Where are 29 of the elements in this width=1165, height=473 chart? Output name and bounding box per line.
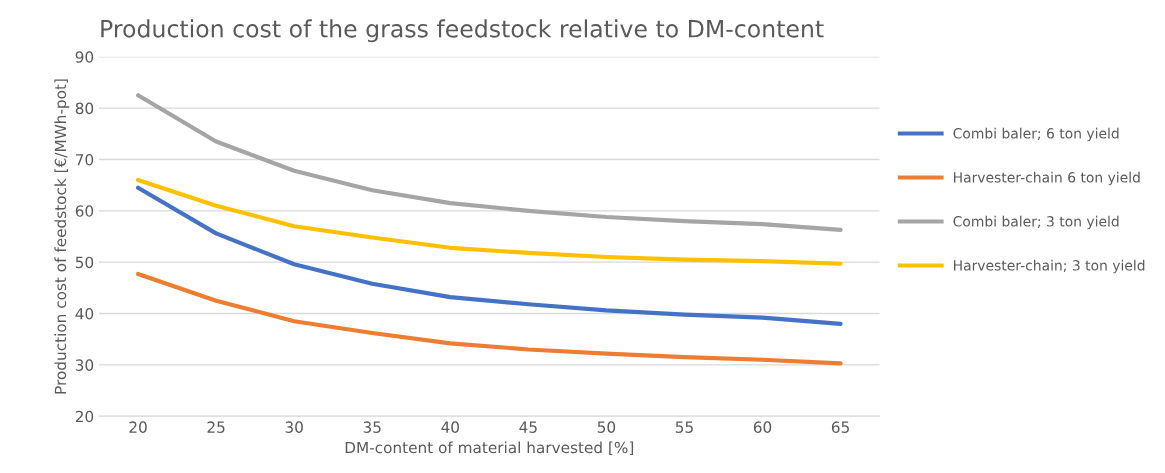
x-tick-label: 55 <box>675 421 693 433</box>
y-tick-label: 30 <box>75 359 94 371</box>
legend-label: Harvester-chain; 3 ton yield <box>954 259 1145 274</box>
y-axis-title: Production cost of feedstock [€/MWh-pot] <box>54 79 70 394</box>
y-tick-label: 70 <box>75 153 94 166</box>
x-tick-label: 25 <box>207 421 225 433</box>
y-tick-label: 80 <box>75 102 94 115</box>
x-tick-label: 40 <box>441 421 459 433</box>
x-tick-label: 50 <box>597 421 616 433</box>
legend-label: Harvester-chain 6 ton yield <box>954 171 1140 186</box>
line-series <box>135 271 843 366</box>
x-tick-label: 20 <box>129 421 147 433</box>
line-series <box>135 185 843 326</box>
y-tick-label: 50 <box>75 256 94 269</box>
x-tick-label: 30 <box>285 421 303 433</box>
y-tick-label: 90 <box>75 51 94 63</box>
line-series <box>135 93 843 232</box>
y-tick-label: 40 <box>75 308 94 320</box>
y-tick-label: 20 <box>75 410 94 423</box>
x-axis-title: DM-content of material harvested [%] <box>345 441 634 456</box>
x-tick-label: 35 <box>363 421 381 433</box>
line-series <box>135 177 843 266</box>
x-tick-label: 45 <box>519 421 537 433</box>
legend-label: Combi baler; 3 ton yield <box>953 215 1119 230</box>
x-tick-label: 65 <box>831 421 849 433</box>
x-tick-label: 60 <box>753 421 772 433</box>
chart-title: Production cost of the grass feedstock relative to DM-content <box>101 19 824 43</box>
y-tick-label: 60 <box>75 205 94 217</box>
legend-label: Combi baler; 6 ton yield <box>953 127 1119 142</box>
